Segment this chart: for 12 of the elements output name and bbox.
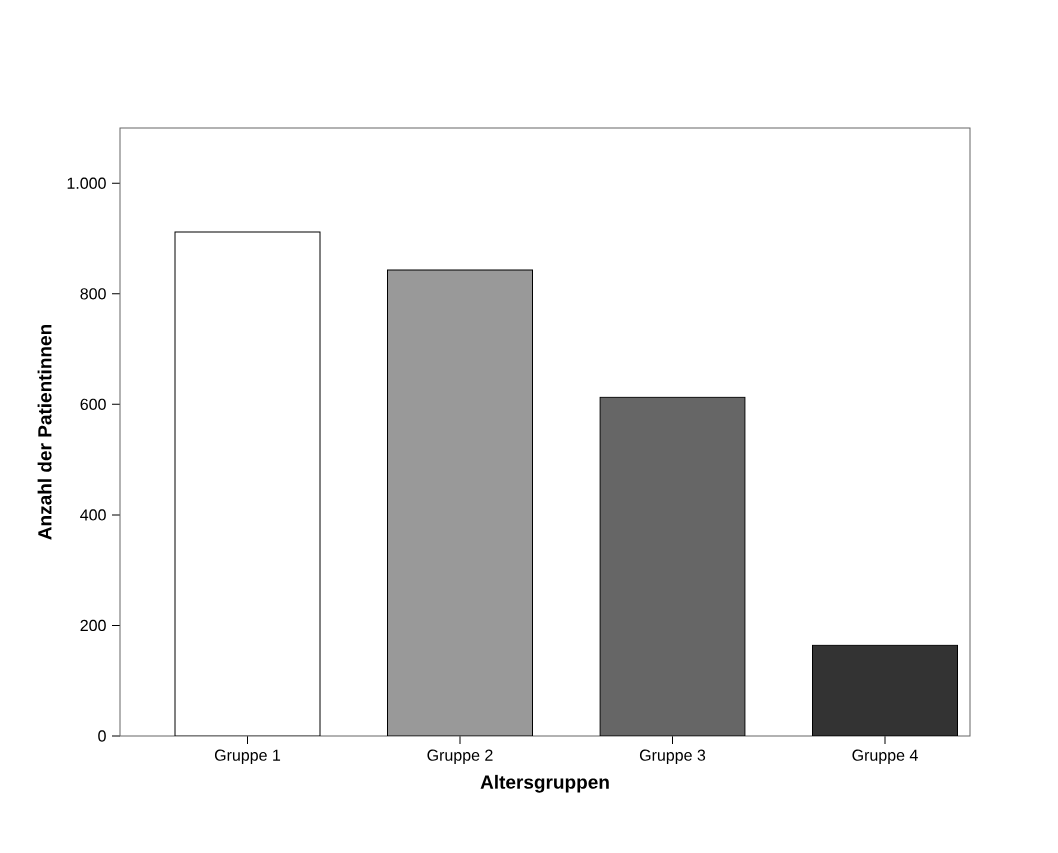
y-axis-title: Anzahl der Patientinnen (37, 324, 52, 540)
x-tick-label: Gruppe 3 (639, 749, 706, 765)
y-tick-label: 1.000 (67, 177, 106, 189)
x-tick-label: Gruppe 2 (427, 749, 493, 765)
x-axis-title: Altersgruppen (480, 774, 609, 793)
y-tick-label: 0 (98, 730, 106, 742)
y-tick-label: 200 (80, 619, 106, 632)
x-tick-label: Gruppe 4 (852, 749, 918, 765)
y-tick-label: 600 (80, 398, 106, 411)
y-tick-label: 400 (80, 509, 106, 521)
x-tick-label: Gruppe 1 (214, 749, 281, 765)
y-tick-label: 800 (80, 288, 106, 300)
